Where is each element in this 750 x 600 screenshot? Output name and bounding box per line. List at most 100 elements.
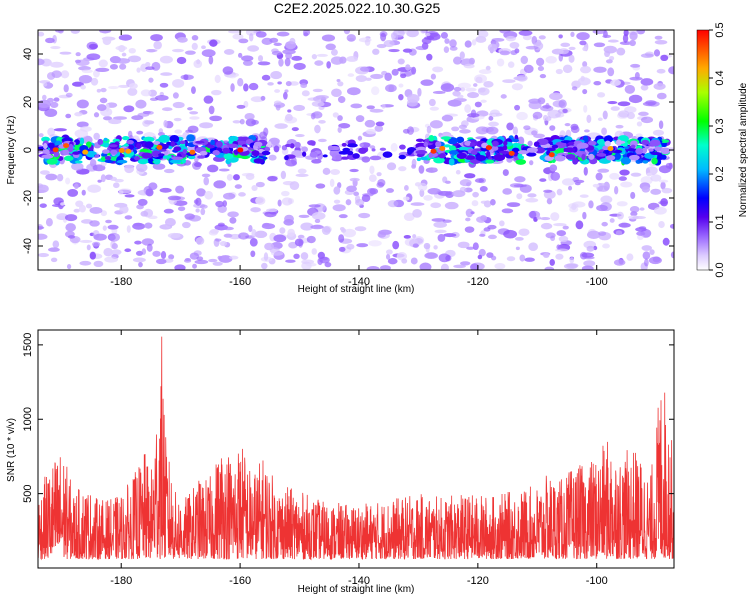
heatmap-cell	[247, 45, 260, 52]
heatmap-cell	[276, 31, 290, 37]
heatmap-cell	[396, 252, 408, 261]
heatmap-cell	[250, 207, 261, 213]
heatmap-cell	[507, 61, 515, 68]
heatmap-cell	[542, 114, 548, 121]
heatmap-cell	[597, 168, 610, 173]
heatmap-cell	[59, 51, 72, 55]
heatmap-cell	[597, 185, 609, 192]
heatmap-cell	[648, 148, 654, 152]
heatmap-cell	[604, 50, 611, 58]
heatmap-cell	[652, 256, 661, 263]
heatmap-cell	[215, 140, 223, 148]
heatmap-cell	[98, 59, 108, 68]
heatmap-cell	[45, 173, 58, 181]
heatmap-cell	[53, 97, 60, 102]
y-tick-label: 40	[22, 48, 34, 60]
heatmap-cell	[150, 34, 163, 42]
heatmap-cell	[94, 154, 100, 158]
heatmap-cell	[485, 145, 492, 151]
heatmap-cell	[361, 194, 371, 203]
y-tick-label: 1000	[22, 407, 34, 431]
heatmap-cell	[119, 63, 127, 70]
heatmap-cell	[268, 137, 280, 145]
heatmap-cell	[477, 87, 490, 96]
colorbar-tick-label: 0.4	[714, 70, 726, 85]
heatmap-cell	[173, 146, 182, 152]
heatmap-cell	[526, 152, 537, 157]
heatmap-cell	[558, 48, 569, 55]
heatmap-cell	[159, 55, 173, 64]
colorbar-gradient	[696, 29, 710, 271]
y-tick-label: 500	[22, 484, 34, 502]
heatmap-cell	[163, 120, 168, 128]
heatmap-cell	[39, 203, 47, 208]
heatmap-cell	[38, 253, 49, 258]
heatmap-cell	[598, 231, 607, 236]
heatmap-cell	[161, 107, 173, 112]
heatmap-cell	[546, 198, 553, 205]
heatmap-cell	[472, 191, 479, 198]
heatmap-cell	[453, 86, 462, 92]
heatmap-cell	[385, 253, 391, 260]
heatmap-cell	[432, 66, 444, 73]
heatmap-cell	[661, 187, 673, 194]
heatmap-cell	[45, 218, 53, 227]
heatmap-cell	[317, 251, 325, 260]
heatmap-cell	[428, 152, 434, 159]
heatmap-cell	[114, 178, 124, 183]
heatmap-cell	[108, 118, 122, 125]
heatmap-cell	[478, 69, 492, 75]
heatmap-cell	[227, 211, 239, 218]
heatmap-cell	[113, 182, 120, 189]
heatmap-cell	[97, 179, 102, 183]
heatmap-cell	[169, 159, 182, 164]
heatmap-cell	[237, 147, 244, 153]
heatmap-cell	[264, 146, 271, 152]
heatmap-cell	[73, 208, 80, 213]
heatmap-cell	[201, 173, 211, 178]
heatmap-cell	[640, 116, 654, 124]
heatmap-cell	[650, 152, 662, 156]
heatmap-cell	[122, 136, 130, 141]
heatmap-cell	[337, 115, 343, 121]
heatmap-cell	[568, 141, 575, 146]
heatmap-cell	[483, 80, 494, 88]
heatmap-cell	[159, 82, 169, 88]
heatmap-cell	[227, 143, 239, 149]
heatmap-cell	[222, 66, 234, 75]
figure-title: C2E2.2025.022.10.30.G25	[274, 0, 441, 16]
heatmap-cell	[443, 46, 450, 54]
heatmap-cell	[50, 46, 61, 50]
heatmap-cell	[305, 262, 317, 267]
heatmap-cell	[183, 74, 189, 81]
heatmap-cell	[273, 42, 282, 46]
heatmap-cell	[540, 105, 554, 112]
heatmap-cell	[430, 148, 437, 154]
heatmap-cell	[583, 129, 590, 133]
heatmap-cell	[615, 124, 624, 129]
heatmap-cell	[491, 145, 499, 151]
heatmap-cell	[425, 32, 431, 37]
heatmap-cell	[148, 215, 158, 220]
heatmap-cell	[284, 57, 291, 67]
heatmap-cell	[339, 56, 347, 64]
heatmap-cell	[339, 227, 345, 231]
heatmap-cell	[306, 235, 316, 244]
heatmap-cell	[104, 155, 112, 161]
heatmap-cell	[343, 30, 351, 35]
heatmap-cell	[285, 80, 292, 87]
heatmap-cell	[337, 126, 342, 133]
heatmap-cell	[285, 259, 296, 263]
heatmap-cell	[470, 263, 479, 270]
heatmap-cell	[487, 224, 497, 230]
heatmap-cell	[437, 191, 452, 196]
heatmap-cell	[586, 230, 601, 239]
heatmap-cell	[635, 227, 647, 232]
heatmap-cell	[428, 98, 436, 107]
heatmap-cell	[74, 160, 83, 164]
heatmap-cell	[141, 238, 154, 246]
heatmap-cell	[140, 210, 149, 217]
heatmap-cell	[650, 174, 662, 182]
heatmap-cell	[241, 55, 254, 62]
heatmap-cell	[209, 115, 222, 122]
